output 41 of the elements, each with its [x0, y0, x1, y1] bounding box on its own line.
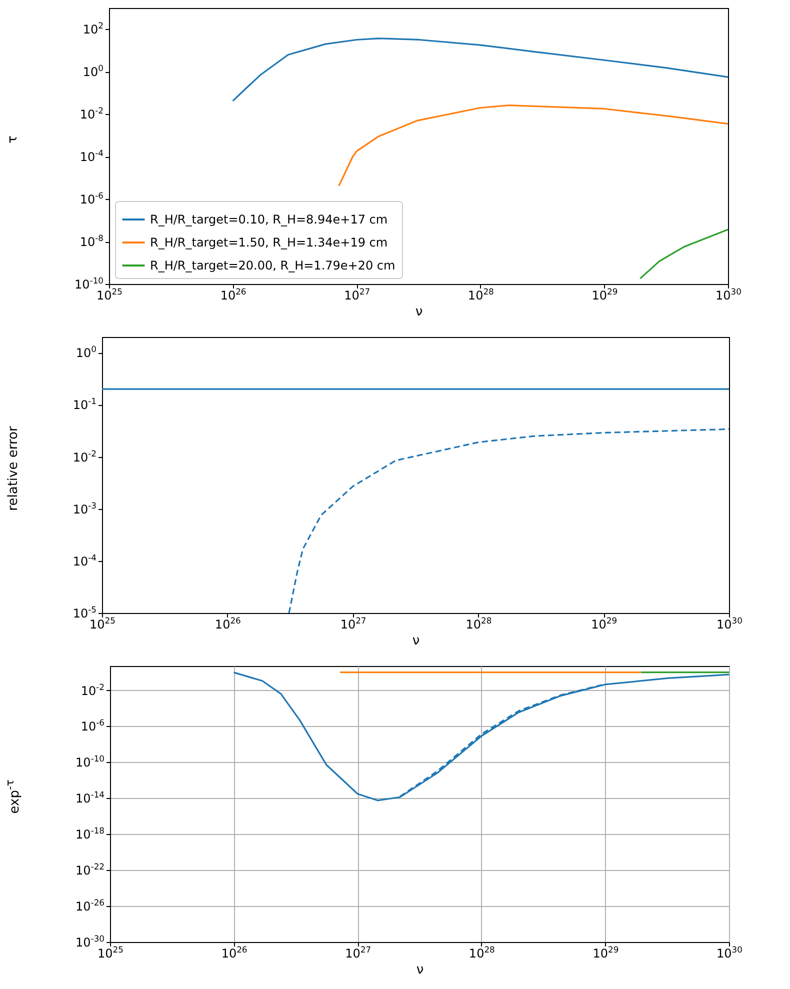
- y-tick-label: 10$^{-4}$: [80, 148, 104, 164]
- x-tick-label: 10$^{28}$: [466, 616, 492, 632]
- x-axis-title: ν: [416, 962, 424, 978]
- y-tick-label: 10$^{-18}$: [76, 826, 104, 842]
- x-tick-label: 10$^{27}$: [344, 286, 370, 302]
- x-tick-label: 10$^{29}$: [592, 286, 618, 302]
- y-tick-label: 10$^{-2}$: [72, 448, 96, 464]
- x-axis-title: ν: [416, 304, 423, 320]
- y-tick-label: 10$^{2}$: [83, 20, 104, 37]
- x-tick-label: 10$^{30}$: [716, 286, 742, 302]
- x-tick-label: 10$^{26}$: [214, 616, 241, 632]
- y-tick-label: 10$^{-1}$: [72, 396, 96, 412]
- x-tick-label: 10$^{29}$: [592, 944, 619, 960]
- legend-label: R_H/R_target=0.10, R_H=8.94e+17 cm: [150, 212, 388, 226]
- x-axis-title: ν: [412, 634, 420, 648]
- x-tick-label: 10$^{26}$: [220, 286, 246, 302]
- y-tick-label: 10$^{-3}$: [72, 500, 96, 516]
- y-tick-label: 10$^{-26}$: [76, 898, 104, 914]
- x-tick-label: 10$^{27}$: [345, 944, 372, 960]
- x-tick-label: 10$^{29}$: [591, 616, 618, 632]
- y-axis-title: τ: [5, 135, 20, 143]
- y-axis-title: relative error: [6, 426, 21, 510]
- y-tick-label: 10$^{-14}$: [76, 790, 104, 806]
- x-tick-label: 10$^{30}$: [716, 944, 742, 960]
- y-tick-label: 10$^{0}$: [83, 63, 104, 80]
- x-tick-label: 10$^{28}$: [468, 944, 495, 960]
- x-tick-label: 10$^{26}$: [221, 944, 248, 960]
- y-tick-label: 10$^{0}$: [76, 344, 96, 360]
- y-tick-label: 10$^{-2}$: [80, 682, 104, 698]
- x-tick-label: 10$^{30}$: [716, 616, 742, 632]
- y-tick-label: 10$^{-8}$: [80, 233, 104, 250]
- y-tick-label: 10$^{-22}$: [76, 862, 104, 878]
- y-tick-label: 10$^{-6}$: [80, 718, 104, 734]
- legend-label: R_H/R_target=20.00, R_H=1.79e+20 cm: [150, 258, 396, 272]
- y-tick-label: 10$^{-4}$: [72, 552, 96, 568]
- x-tick-label: 10$^{27}$: [340, 616, 366, 632]
- y-tick-label: 10$^{-2}$: [80, 106, 104, 122]
- y-tick-label: 10$^{-6}$: [80, 190, 104, 207]
- y-tick-label: 10$^{-10}$: [76, 754, 104, 770]
- legend-label: R_H/R_target=1.50, R_H=1.34e+19 cm: [150, 236, 388, 250]
- x-tick-label: 10$^{28}$: [468, 286, 494, 302]
